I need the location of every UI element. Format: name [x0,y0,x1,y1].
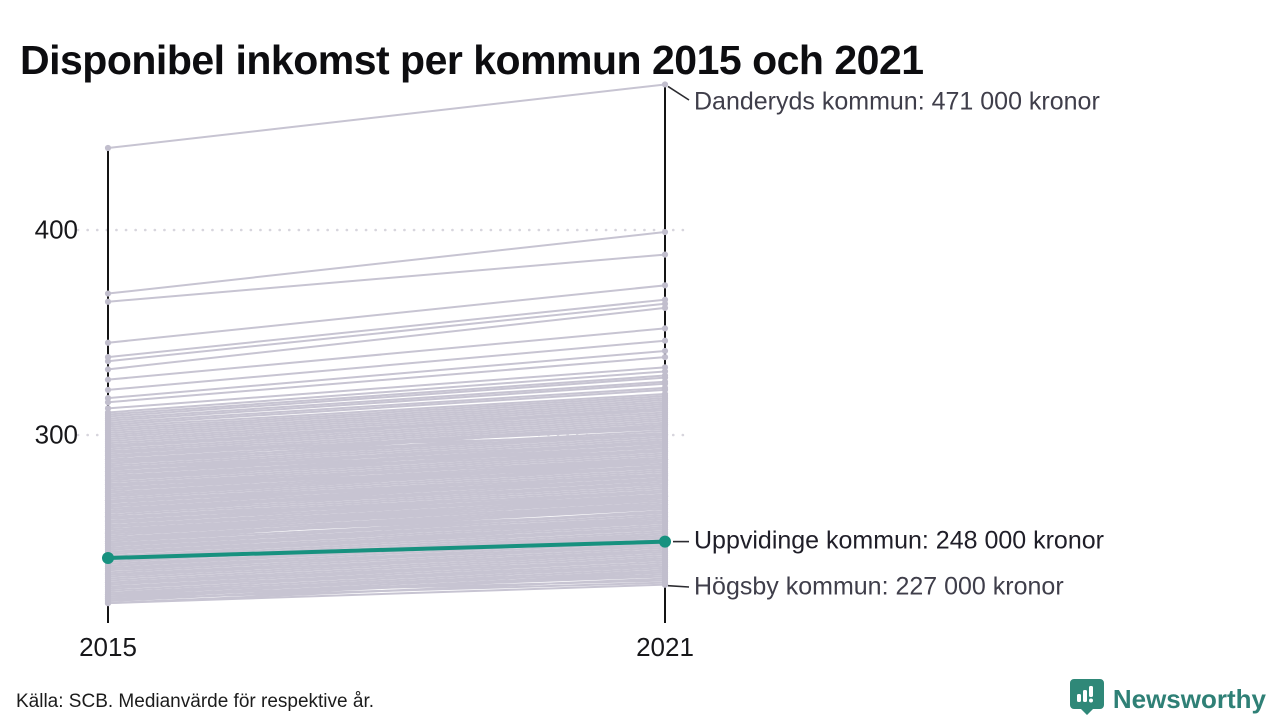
brand-logo: Newsworthy [1069,678,1266,721]
annotation-uppvidinge: Uppvidinge kommun: 248 000 kronor [694,526,1104,555]
x-axis-label-2015: 2015 [79,632,137,662]
annotation-danderyd: Danderyds kommun: 471 000 kronor [694,87,1100,116]
y-axis-tick-300: 300 [34,419,78,450]
brand-name: Newsworthy [1112,684,1266,714]
chart-title: Disponibel inkomst per kommun 2015 och 2… [20,37,924,84]
source-note: Källa: SCB. Medianvärde för respektive å… [16,691,375,712]
y-axis-tick-400: 400 [34,214,78,245]
annotation-hogsby: Högsby kommun: 227 000 kronor [694,572,1064,601]
x-axis-label-2021: 2021 [636,632,694,662]
bar-chart-speech-bubble-icon [1069,678,1105,721]
